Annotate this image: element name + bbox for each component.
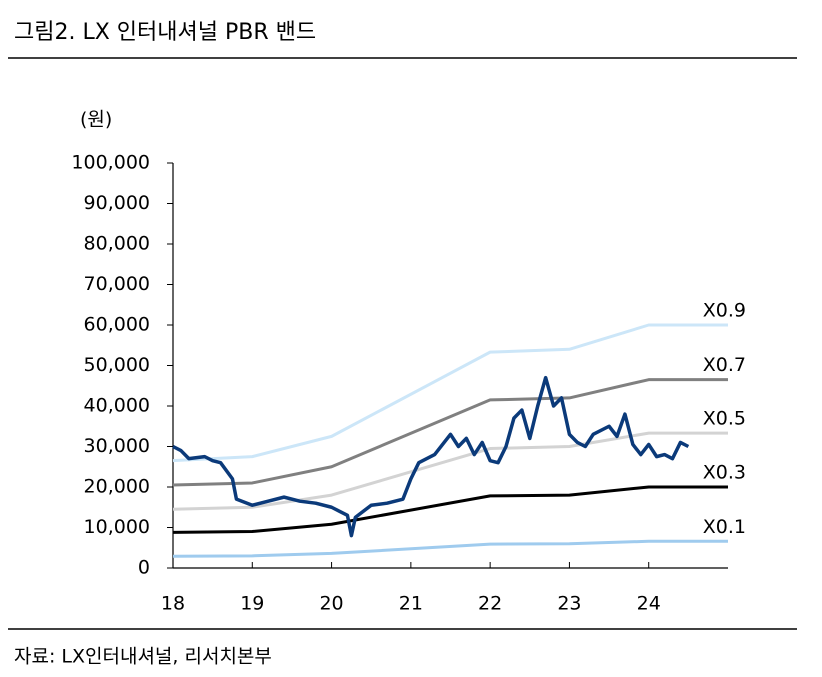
y-tick-label: 10,000 <box>84 516 150 538</box>
y-tick-label: 30,000 <box>84 435 150 457</box>
x-tick-label: 19 <box>240 593 264 615</box>
series-label: X0.7 <box>703 354 746 376</box>
x-tick-label: 23 <box>557 593 581 615</box>
y-tick-label: 90,000 <box>84 192 150 214</box>
series-label: X0.1 <box>703 516 746 538</box>
x-tick-label: 24 <box>637 593 661 615</box>
series-line <box>172 485 728 534</box>
y-tick-label: 60,000 <box>84 314 150 336</box>
y-tick-label: 50,000 <box>84 354 150 376</box>
y-tick-label: 70,000 <box>84 273 150 295</box>
series-line <box>172 323 728 463</box>
series-line <box>172 431 728 511</box>
x-tick-label: 22 <box>478 593 502 615</box>
series-label: X0.5 <box>703 408 746 430</box>
y-axis-label: (원) <box>80 109 112 131</box>
x-tick-label: 18 <box>161 593 185 615</box>
y-tick-label: 20,000 <box>84 476 150 498</box>
series-label: X0.9 <box>703 300 746 322</box>
y-tick-label: 100,000 <box>71 152 150 174</box>
series-line <box>172 539 728 558</box>
chart-title: 그림2. LX 인터내셔널 PBR 밴드 <box>14 20 316 45</box>
series-label: X0.3 <box>703 462 746 484</box>
x-tick-label: 20 <box>319 593 343 615</box>
x-tick-label: 21 <box>399 593 423 615</box>
series-line <box>172 378 728 487</box>
y-tick-label: 80,000 <box>84 233 150 255</box>
y-tick-label: 0 <box>138 557 150 579</box>
y-tick-label: 40,000 <box>84 395 150 417</box>
source: 자료: LX인터내셔널, 리서치본부 <box>14 646 272 668</box>
series-line <box>172 375 690 538</box>
